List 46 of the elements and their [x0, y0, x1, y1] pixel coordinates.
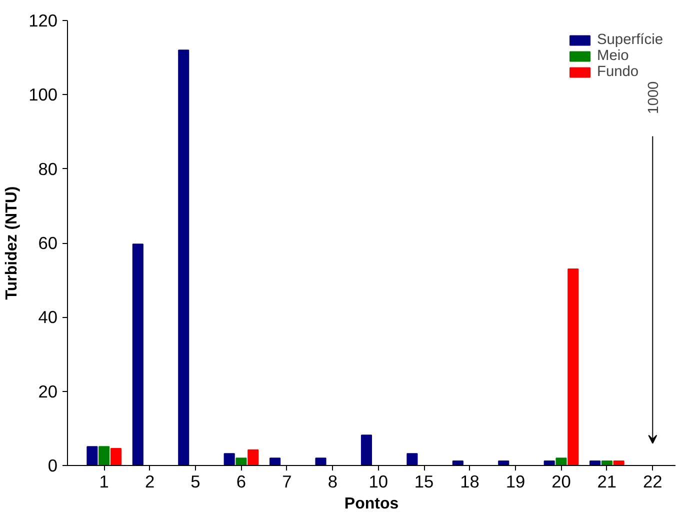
y-tick-label: 60: [38, 233, 58, 253]
x-tick-label: 5: [190, 472, 200, 492]
x-tick-label: 22: [643, 472, 662, 492]
x-tick-label: 20: [552, 472, 571, 492]
bar: [590, 460, 601, 466]
bar: [406, 453, 418, 466]
y-tick-label: 40: [38, 307, 58, 328]
bar: [236, 458, 247, 466]
x-tick-label: 15: [414, 472, 434, 492]
bar: [224, 453, 235, 466]
annotation: 1000: [646, 81, 662, 114]
y-tick-label: 20: [38, 381, 58, 402]
x-tick-label: 2: [144, 472, 155, 492]
bar: [98, 446, 110, 466]
legend-label: Fundo: [597, 64, 639, 80]
bar: [452, 460, 464, 466]
bar: [601, 460, 612, 466]
bar: [556, 458, 567, 466]
bar: [132, 244, 144, 466]
bar: [544, 460, 555, 466]
bar: [178, 50, 190, 466]
x-tick-label: 18: [460, 472, 480, 492]
y-tick-label: 100: [28, 84, 58, 105]
bar: [248, 449, 259, 466]
x-tick-label: 6: [236, 472, 246, 492]
legend-label: Superfície: [597, 32, 663, 48]
x-tick-label: 19: [506, 472, 526, 492]
bar: [613, 460, 624, 466]
y-tick-label: 80: [38, 158, 58, 179]
y-axis-title: Turbidez (NTU): [4, 186, 21, 300]
x-tick-label: 8: [328, 472, 338, 492]
bar: [360, 434, 372, 466]
x-tick-label: 10: [368, 472, 388, 492]
bar: [568, 268, 579, 466]
bar: [315, 458, 326, 466]
bar: [110, 448, 122, 466]
y-tick-label: 0: [48, 456, 58, 476]
bar: [498, 460, 510, 466]
x-axis-title: Pontos: [344, 496, 399, 512]
x-tick-label: 1: [99, 472, 109, 492]
x-tick-label: 7: [282, 472, 292, 492]
x-tick-label: 21: [597, 472, 617, 492]
bar: [270, 458, 281, 466]
y-tick-label: 120: [28, 10, 58, 30]
bar: [86, 446, 98, 466]
legend-label: Meio: [597, 48, 629, 64]
